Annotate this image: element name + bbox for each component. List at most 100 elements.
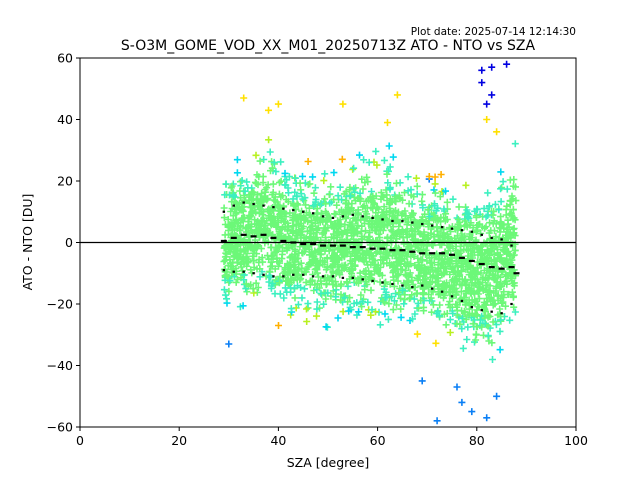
data-point-marker bbox=[411, 310, 419, 318]
data-point-marker bbox=[286, 235, 294, 243]
std-lower-marker bbox=[321, 275, 325, 278]
data-point-marker bbox=[306, 180, 314, 188]
data-point-marker bbox=[436, 301, 444, 309]
std-upper-marker bbox=[222, 210, 226, 213]
mean-marker bbox=[320, 244, 327, 247]
data-point-marker bbox=[399, 286, 406, 294]
data-point-marker bbox=[452, 242, 460, 250]
std-lower-marker bbox=[252, 272, 255, 275]
data-point-marker bbox=[465, 214, 473, 222]
data-point-marker bbox=[407, 225, 415, 233]
data-point-marker bbox=[363, 173, 371, 181]
data-point-marker bbox=[407, 252, 415, 260]
data-point-marker bbox=[232, 238, 240, 245]
data-point-marker bbox=[346, 208, 354, 216]
data-point-marker bbox=[263, 196, 271, 204]
data-point-marker bbox=[432, 216, 440, 224]
data-point-marker bbox=[332, 293, 340, 301]
data-point-marker bbox=[280, 294, 288, 302]
data-point-marker bbox=[296, 231, 304, 239]
data-point-marker bbox=[483, 261, 491, 269]
data-point-marker bbox=[294, 301, 302, 309]
data-point-marker bbox=[333, 256, 341, 264]
data-point-marker bbox=[489, 318, 497, 326]
data-point-marker bbox=[350, 300, 358, 307]
data-point-marker bbox=[424, 206, 432, 214]
data-point-marker bbox=[473, 323, 480, 331]
data-point-marker bbox=[373, 204, 381, 212]
data-point-marker bbox=[432, 339, 440, 347]
data-point-marker bbox=[322, 323, 330, 331]
data-point-marker bbox=[334, 314, 342, 322]
std-lower-marker bbox=[331, 275, 335, 278]
x-axis: 0 20 40 60 80 100 bbox=[76, 427, 588, 448]
data-point-marker bbox=[496, 273, 504, 281]
std-upper-marker bbox=[331, 216, 335, 219]
data-point-marker bbox=[383, 222, 391, 229]
data-point-marker bbox=[507, 272, 515, 280]
data-point-marker bbox=[369, 205, 377, 213]
std-lower-marker bbox=[391, 282, 394, 286]
data-point-marker bbox=[222, 271, 230, 279]
data-point-marker bbox=[288, 227, 296, 235]
data-point-marker bbox=[475, 303, 483, 311]
data-point-marker bbox=[226, 191, 233, 199]
data-point-marker bbox=[433, 223, 441, 231]
data-point-marker bbox=[365, 220, 372, 227]
data-point-marker bbox=[299, 172, 306, 180]
data-point-marker bbox=[392, 290, 400, 298]
mean-marker bbox=[498, 267, 505, 270]
data-point-marker bbox=[288, 252, 296, 260]
y-axis-label: ATO - NTO [DU] bbox=[20, 194, 35, 291]
std-upper-marker bbox=[440, 226, 444, 229]
outlier-point-marker bbox=[265, 106, 272, 114]
data-point-marker bbox=[383, 255, 391, 262]
data-point-marker bbox=[311, 255, 319, 263]
data-point-marker bbox=[495, 206, 503, 214]
data-point-marker bbox=[304, 218, 312, 226]
data-point-marker bbox=[409, 315, 416, 323]
data-point-marker bbox=[506, 176, 514, 184]
data-point-marker bbox=[441, 248, 449, 256]
data-point-marker bbox=[491, 227, 498, 235]
data-point-marker bbox=[471, 299, 479, 306]
data-point-marker bbox=[343, 199, 350, 207]
data-point-marker bbox=[361, 273, 369, 281]
data-point-marker bbox=[499, 298, 507, 306]
data-point-marker bbox=[330, 230, 337, 238]
data-point-marker bbox=[292, 255, 300, 263]
data-point-marker bbox=[510, 292, 517, 300]
data-point-marker bbox=[281, 169, 289, 177]
data-point-marker bbox=[328, 255, 336, 263]
data-point-marker bbox=[296, 243, 304, 251]
std-upper-marker bbox=[292, 209, 295, 212]
data-point-marker bbox=[375, 230, 383, 238]
data-point-marker bbox=[241, 187, 249, 195]
data-point-marker bbox=[437, 171, 445, 178]
data-point-marker bbox=[392, 249, 400, 257]
std-upper-marker bbox=[351, 213, 354, 216]
data-point-marker bbox=[484, 313, 492, 321]
std-upper-marker bbox=[272, 206, 275, 209]
data-point-marker bbox=[386, 163, 394, 171]
data-point-marker bbox=[225, 287, 233, 295]
data-point-marker bbox=[372, 227, 380, 235]
data-point-marker bbox=[486, 252, 493, 259]
data-point-marker bbox=[350, 193, 358, 201]
data-point-marker bbox=[282, 181, 290, 189]
data-point-marker bbox=[481, 301, 489, 309]
data-point-marker bbox=[221, 276, 229, 284]
data-point-marker bbox=[337, 296, 345, 304]
std-upper-marker bbox=[500, 238, 503, 241]
data-point-marker bbox=[425, 281, 433, 288]
data-point-marker bbox=[497, 254, 505, 262]
data-point-marker bbox=[493, 243, 501, 251]
data-point-marker bbox=[401, 270, 409, 278]
data-point-marker bbox=[307, 259, 315, 267]
data-point-marker bbox=[341, 294, 349, 302]
x-tick-label: 100 bbox=[564, 433, 588, 448]
data-point-marker bbox=[298, 294, 306, 302]
data-point-marker bbox=[379, 220, 387, 228]
data-point-marker bbox=[438, 270, 446, 278]
data-point-marker bbox=[315, 284, 323, 292]
